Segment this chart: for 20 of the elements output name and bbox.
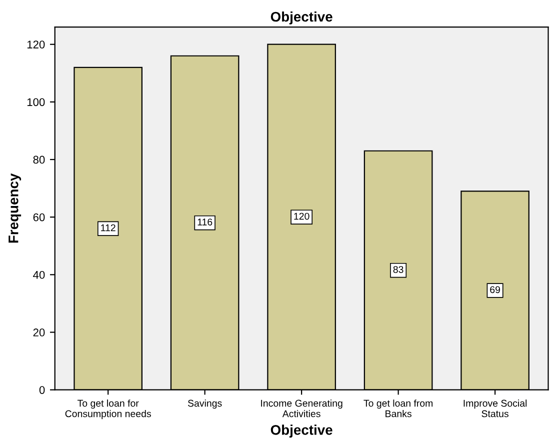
y-tick-label: 20 [33,328,45,336]
y-tick-label: 60 [33,213,45,222]
y-tick-label: 0 [39,386,45,394]
data-label: 120 [294,212,310,220]
data-label: 69 [490,286,500,294]
y-tick-label: 100 [27,98,45,106]
data-label: 116 [198,218,212,226]
y-tick-label: 80 [33,156,45,164]
data-label: 83 [393,266,404,273]
x-tick-label: Improve Social Status [464,400,527,418]
data-label: 112 [101,224,116,232]
x-tick-label: Savings [188,400,222,409]
x-tick-label: To get loan from Banks [364,400,433,418]
x-tick-label: To get loan for Consumption needs [65,400,151,420]
y-tick-label: 40 [33,270,45,279]
x-axis-title: Objective [270,424,332,438]
chart-title: Objective [270,11,332,24]
x-tick-label: Income Generating Activities [261,400,342,418]
y-axis-title: Frequency [8,173,22,243]
y-tick-label: 120 [27,40,45,48]
